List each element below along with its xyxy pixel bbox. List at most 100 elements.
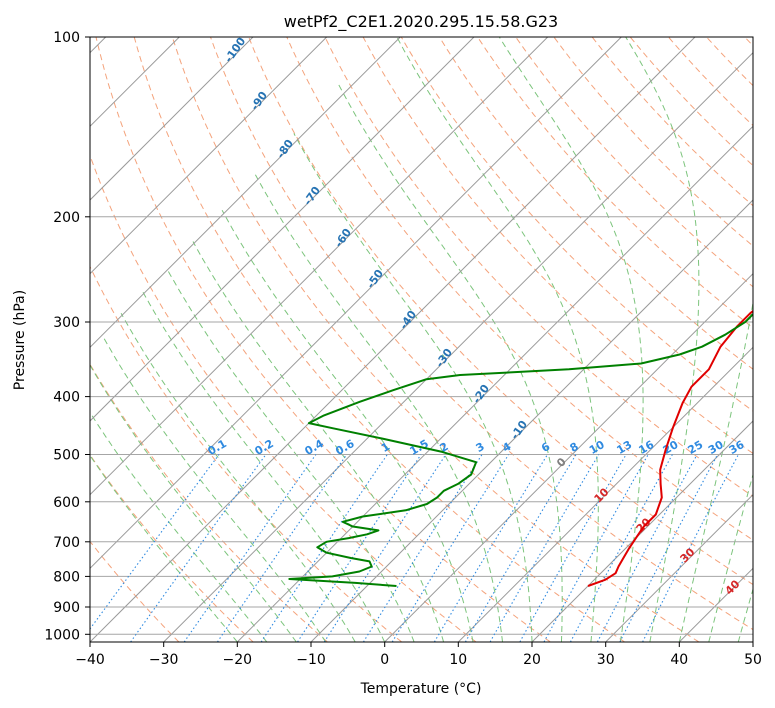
moist-adiabat-label: 30 <box>678 545 698 565</box>
x-tick-label: 20 <box>523 652 541 668</box>
isotherm-line <box>90 37 328 275</box>
mixing-ratio-line <box>183 454 317 642</box>
dry-adiabat-line <box>744 37 753 47</box>
moist-adiabat-label: 0 <box>554 455 569 470</box>
moist-adiabat-line <box>678 299 753 642</box>
x-tick-label: −10 <box>296 652 326 668</box>
x-tick-label: 40 <box>670 652 688 668</box>
y-tick-label: 400 <box>53 390 80 406</box>
moist-adiabat-line <box>625 37 700 642</box>
isotherm-line <box>90 37 254 201</box>
mixing-ratio-line <box>130 454 267 642</box>
dry-adiabat-line <box>90 265 403 642</box>
dry-adiabat-line <box>324 37 753 498</box>
y-tick-label: 300 <box>53 315 80 331</box>
dry-adiabat-line <box>95 37 551 642</box>
dry-adiabat-line <box>515 37 753 288</box>
mixing-ratio-label: 3 <box>474 440 487 455</box>
dry-adiabat-label: -70 <box>301 184 323 208</box>
mixing-ratio-line <box>260 454 388 642</box>
isotherm-line <box>90 37 622 570</box>
y-tick-label: 100 <box>53 30 80 46</box>
x-axis-title: Temperature (°C) <box>360 681 482 697</box>
isotherm-line <box>605 493 753 642</box>
isotherm-line <box>384 272 753 642</box>
x-tick-label: 30 <box>597 652 615 668</box>
mixing-ratio-line <box>323 454 447 642</box>
isotherm-line <box>90 37 549 496</box>
moist-adiabat-line <box>498 37 644 642</box>
isotherm-line <box>310 199 753 642</box>
mixing-ratio-line <box>519 454 627 642</box>
dry-adiabat-line <box>90 453 254 642</box>
moist-adiabat-line <box>338 84 563 642</box>
x-tick-label: −40 <box>75 652 105 668</box>
moist-adiabat-line <box>141 289 386 642</box>
x-tick-label: −20 <box>223 652 253 668</box>
x-tick-label: −30 <box>149 652 179 668</box>
x-tick-label: 50 <box>744 652 762 668</box>
isotherm-line <box>531 420 753 642</box>
mixing-ratio-line <box>464 454 577 642</box>
temperature-profile-line <box>587 309 753 587</box>
profile-lines <box>288 309 753 587</box>
background-grid <box>90 37 753 642</box>
moist-adiabat-line <box>396 37 599 642</box>
moist-adiabat-line <box>737 587 753 642</box>
isotherm-line <box>457 346 753 642</box>
y-tick-label: 1000 <box>44 627 80 643</box>
moist-adiabat-label: 40 <box>723 577 743 597</box>
dry-adiabat-label: -20 <box>470 382 492 406</box>
y-axis-title: Pressure (hPa) <box>12 290 28 390</box>
y-tick-label: 900 <box>53 600 80 616</box>
dry-adiabat-label: -100 <box>222 35 249 65</box>
dry-adiabat-line <box>133 37 625 642</box>
dewpoint-profile-line <box>288 312 753 587</box>
dry-adiabat-label: -30 <box>433 346 455 370</box>
moist-adiabat-line <box>120 312 356 642</box>
y-tick-label: 800 <box>53 569 80 585</box>
plot-frame <box>89 36 754 643</box>
isotherm-line <box>163 51 753 642</box>
mixing-ratio-label: 4 <box>500 440 513 455</box>
mixing-ratio-line <box>596 454 698 642</box>
moist-adiabat-label: 10 <box>592 485 612 505</box>
dry-adiabat-line <box>286 37 753 541</box>
dry-adiabat-label: -60 <box>332 226 354 250</box>
isotherm-line <box>90 37 696 642</box>
moist-adiabat-line <box>90 411 268 642</box>
dry-adiabat-label: -40 <box>397 308 419 332</box>
dry-adiabat-line <box>362 37 753 455</box>
dry-adiabat-line <box>171 37 700 642</box>
mixing-ratio-line <box>297 454 422 642</box>
y-tick-label: 600 <box>53 495 80 511</box>
x-tick-label: 0 <box>380 652 389 668</box>
mixing-ratio-line <box>216 454 348 642</box>
dry-adiabat-label: -50 <box>364 267 386 291</box>
dry-adiabat-line <box>248 37 753 586</box>
moist-adiabat-line <box>101 334 327 642</box>
dry-adiabat-line <box>438 37 753 370</box>
mixing-ratio-label: 6 <box>539 440 552 455</box>
isotherm-line <box>236 125 753 642</box>
moist-adiabat-line <box>192 241 445 642</box>
mixing-ratio-line <box>433 454 548 642</box>
isopleth-labels: 0.1 0.2 0.4 0.6 1 1.5 2 3 4 6 8 10 13 16 20 25 30 36-100-… <box>206 35 747 598</box>
mixing-ratio-line <box>569 454 673 642</box>
mixing-ratio-line <box>362 454 483 642</box>
moist-adiabat-line <box>708 472 753 642</box>
moist-adiabat-line <box>221 209 474 642</box>
isotherm-line <box>90 37 401 349</box>
dry-adiabat-line <box>90 154 477 642</box>
moist-adiabat-line <box>293 133 533 642</box>
isotherm-line <box>90 37 475 422</box>
axes: −40 −30 −20 −10 0 10 20 30 40 5010020030040050060… <box>44 30 762 668</box>
dry-adiabat-label: -90 <box>248 89 270 113</box>
moist-adiabat-line <box>90 364 297 642</box>
mixing-ratio-line <box>619 454 719 642</box>
isotherm-line <box>752 641 753 642</box>
mixing-ratio-line <box>489 454 600 642</box>
dry-adiabat-label: -80 <box>274 137 296 161</box>
dry-adiabat-line <box>400 37 753 412</box>
